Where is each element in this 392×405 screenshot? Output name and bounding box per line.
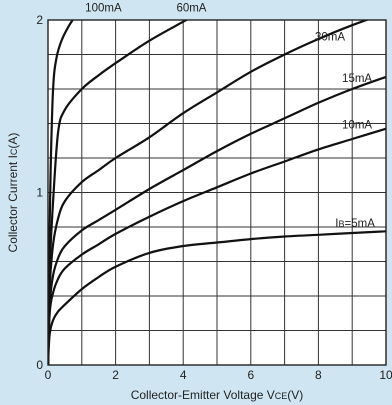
curve-label: IB=5mA <box>335 218 375 230</box>
x-tick-label: 0 <box>45 368 52 382</box>
x-tick-label: 10 <box>379 368 392 382</box>
y-tick-label: 1 <box>36 186 43 200</box>
x-tick-label: 4 <box>180 368 187 382</box>
curve-label: 15mA <box>342 73 372 85</box>
x-axis-title-sub: CE <box>275 391 288 401</box>
plot-frame <box>47 19 387 366</box>
y-axis-title: Collector Current IC(A) <box>6 133 20 253</box>
y-axis-title-main: Collector Current I <box>6 155 20 252</box>
x-axis-title-main: Collector-Emitter Voltage V <box>131 388 275 402</box>
curve-10ma <box>48 127 386 365</box>
curve-label: 10mA <box>342 120 372 132</box>
x-axis-title-tail: (V) <box>287 388 303 402</box>
y-axis-title-sub: C <box>9 148 19 155</box>
x-axis-title: Collector-Emitter Voltage VCE(V) <box>131 388 304 402</box>
y-axis-title-tail: (A) <box>6 133 20 149</box>
curve-label: 30mA <box>315 32 345 44</box>
curve-60ma <box>48 20 189 365</box>
curve-label: 60mA <box>176 2 206 14</box>
x-tick-label: 2 <box>112 368 119 382</box>
curve-100ma <box>48 20 75 365</box>
y-tick-label: 2 <box>36 13 43 27</box>
grid-lines <box>48 20 386 365</box>
curve-label: 100mA <box>85 2 122 14</box>
tick-labels: 0 2 4 6 8 10 0 1 2 <box>36 13 392 382</box>
curve-15ma <box>48 75 386 365</box>
curve-30ma <box>48 20 370 365</box>
curve-ib-5ma <box>48 230 386 365</box>
y-tick-label: 0 <box>36 358 43 372</box>
x-tick-label: 8 <box>315 368 322 382</box>
curve-labels: IB=5mA 10mA 15mA 30mA 60mA 100mA <box>85 2 375 230</box>
curves <box>48 20 386 365</box>
x-tick-label: 6 <box>247 368 254 382</box>
